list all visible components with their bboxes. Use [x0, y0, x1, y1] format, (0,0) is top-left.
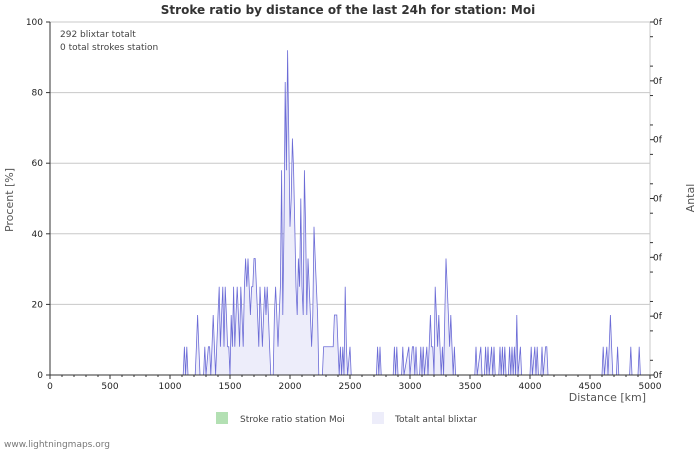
- x-tick-label: 500: [101, 382, 118, 392]
- legend-label-station: Stroke ratio station Moi: [240, 415, 345, 425]
- legend-swatch-station: [216, 412, 228, 424]
- site-credit[interactable]: www.lightningmaps.org: [4, 440, 110, 450]
- y-tick-label: 20: [32, 300, 44, 310]
- x-tick-label: 2500: [339, 382, 362, 392]
- annotation-station: 0 total strokes station: [60, 43, 158, 53]
- y2-tick-label: 0f: [653, 77, 663, 87]
- y-axis-label: Procent [%]: [3, 168, 16, 232]
- x-tick-label: 0: [47, 382, 53, 392]
- y2-tick-label: 0f: [653, 136, 663, 146]
- y-tick-label: 100: [26, 18, 43, 28]
- y-tick-label: 40: [32, 230, 44, 240]
- x-axis-label: Distance [km]: [569, 391, 646, 404]
- y2-axis-label: Antal: [684, 184, 697, 213]
- x-tick-label: 2000: [279, 382, 302, 392]
- x-tick-label: 4000: [519, 382, 542, 392]
- y-tick-label: 60: [32, 159, 44, 169]
- y2-tick-label: 0f: [653, 371, 663, 381]
- x-tick-label: 4500: [579, 382, 602, 392]
- y-tick-label: 0: [37, 371, 43, 381]
- y2-tick-label: 0f: [653, 18, 663, 28]
- legend-label-total: Totalt antal blixtar: [394, 415, 477, 425]
- y-ticks: 0 20 40 60 80 100: [26, 18, 50, 381]
- x-tick-label: 5000: [639, 382, 662, 392]
- y2-ticks: 0f 0f 0f 0f 0f 0f 0f: [650, 18, 663, 381]
- annotation-total: 292 blixtar totalt: [60, 30, 136, 40]
- x-tick-label: 1500: [219, 382, 242, 392]
- legend: Stroke ratio station Moi Totalt antal bl…: [216, 412, 477, 425]
- x-tick-label: 3500: [459, 382, 482, 392]
- chart-title: Stroke ratio by distance of the last 24h…: [161, 3, 535, 17]
- x-tick-label: 3000: [399, 382, 422, 392]
- legend-swatch-total: [372, 412, 384, 424]
- x-tick-label: 1000: [159, 382, 182, 392]
- y2-tick-label: 0f: [653, 195, 663, 205]
- y-tick-label: 80: [32, 89, 44, 99]
- y2-tick-label: 0f: [653, 312, 663, 322]
- plot-area: [50, 22, 650, 375]
- y2-tick-label: 0f: [653, 253, 663, 263]
- x-ticks: 0 500 1000 1500 2000 2500 3000 3500 4000 4500 5000: [47, 375, 662, 392]
